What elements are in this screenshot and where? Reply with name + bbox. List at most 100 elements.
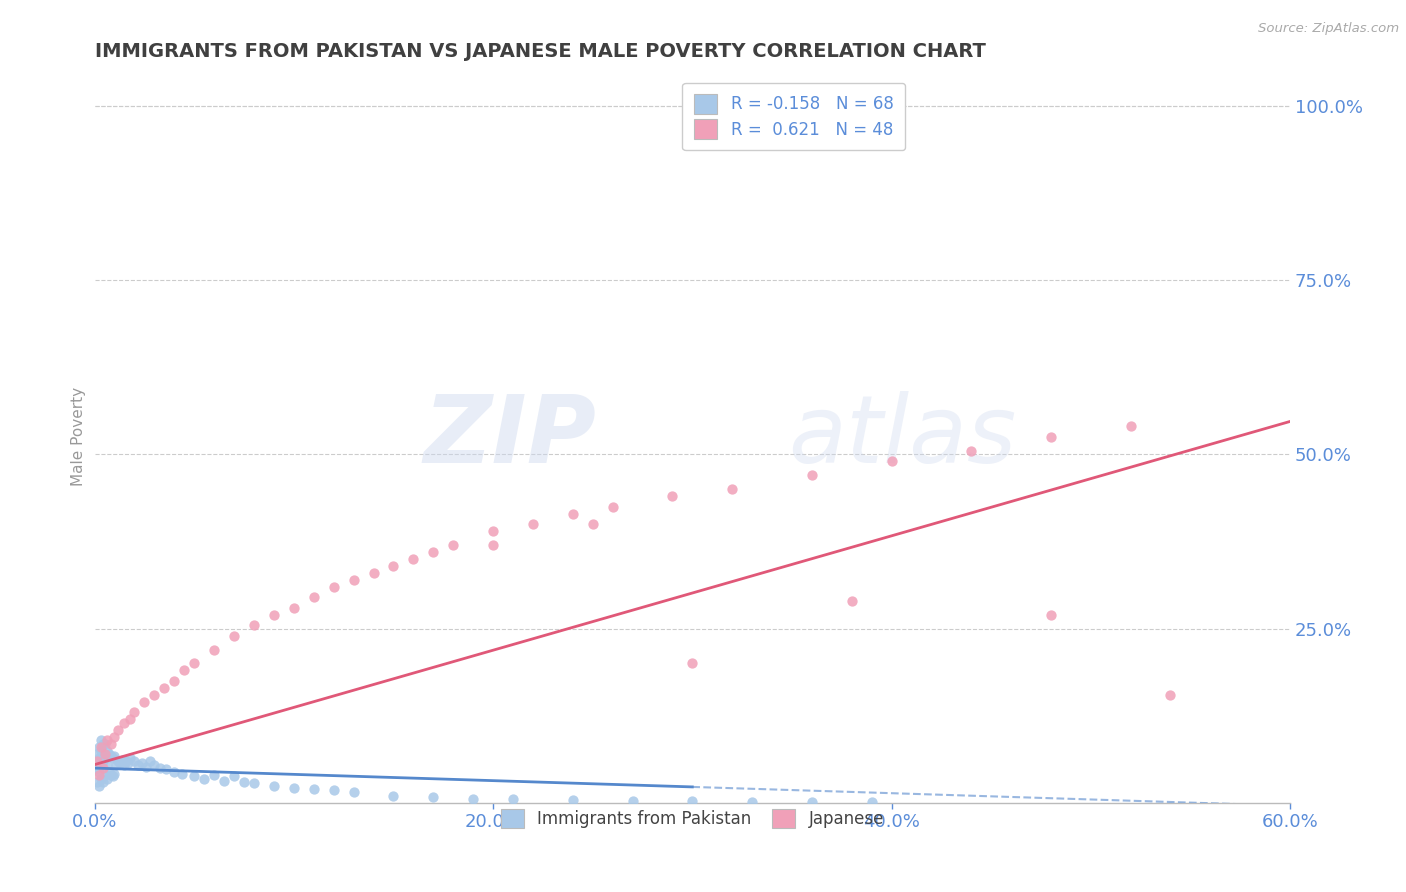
Point (93, 737, 115, 751)
Point (139, 754, 162, 768)
Point (155, 763, 177, 777)
Point (103, 730, 125, 744)
Point (741, 795, 763, 809)
Point (91, 737, 114, 751)
Point (103, 766, 125, 780)
Point (561, 507, 583, 521)
Point (342, 573, 364, 587)
Point (193, 772, 215, 786)
Point (322, 580, 344, 594)
Point (522, 516, 544, 531)
Point (86, 761, 108, 775)
Legend: Immigrants from Pakistan, Japanese: Immigrants from Pakistan, Japanese (494, 802, 890, 835)
Point (1039, 607, 1062, 622)
Point (134, 695, 156, 709)
Point (115, 754, 138, 768)
Point (681, 794, 703, 808)
Point (342, 785, 364, 799)
Point (101, 750, 124, 764)
Text: IMMIGRANTS FROM PAKISTAN VS JAPANESE MALE POVERTY CORRELATION CHART: IMMIGRANTS FROM PAKISTAN VS JAPANESE MAL… (94, 42, 986, 61)
Point (860, 795, 883, 809)
Point (382, 558, 405, 573)
Point (243, 776, 266, 790)
Point (202, 642, 225, 657)
Point (602, 500, 624, 514)
Point (463, 791, 485, 805)
Point (402, 552, 425, 566)
Point (363, 566, 385, 580)
Point (163, 673, 186, 688)
Text: ZIP: ZIP (423, 391, 596, 483)
Y-axis label: Male Poverty: Male Poverty (72, 387, 86, 486)
Point (661, 489, 683, 503)
Point (212, 773, 235, 788)
Point (1039, 430, 1062, 444)
Point (243, 618, 266, 632)
Point (86, 775, 108, 789)
Point (172, 766, 194, 780)
Point (90, 744, 112, 758)
Point (114, 757, 136, 772)
Point (90, 772, 112, 786)
Point (441, 538, 464, 552)
Point (1119, 419, 1142, 434)
Point (100, 768, 122, 782)
Text: Source: ZipAtlas.com: Source: ZipAtlas.com (1258, 22, 1399, 36)
Point (561, 793, 583, 807)
Point (283, 600, 305, 615)
Point (120, 712, 142, 726)
Point (93, 747, 115, 761)
Point (117, 756, 139, 770)
Point (582, 516, 605, 531)
Point (222, 629, 245, 643)
Point (96, 744, 118, 758)
Point (87, 779, 110, 793)
Point (87, 764, 110, 779)
Point (90, 733, 112, 747)
Point (202, 768, 225, 782)
Point (103, 748, 125, 763)
Point (143, 757, 166, 772)
Point (143, 688, 166, 702)
Point (93, 768, 115, 782)
Point (124, 754, 146, 768)
Point (222, 769, 245, 783)
Point (105, 757, 128, 772)
Point (880, 454, 903, 468)
Point (100, 737, 122, 751)
Point (422, 790, 444, 805)
Point (800, 795, 823, 809)
Point (90, 757, 112, 772)
Point (97, 764, 120, 779)
Point (91, 761, 114, 775)
Point (482, 524, 505, 538)
Point (110, 756, 132, 770)
Point (86, 747, 108, 761)
Point (382, 789, 405, 803)
Point (263, 779, 285, 793)
Point (163, 764, 186, 779)
Point (183, 769, 205, 783)
Point (721, 482, 744, 496)
Point (127, 757, 149, 772)
Point (153, 681, 176, 695)
Point (87, 750, 110, 764)
Point (1159, 688, 1181, 702)
Point (101, 769, 124, 783)
Point (90, 740, 112, 755)
Point (96, 757, 118, 772)
Point (87, 740, 110, 755)
Point (96, 733, 118, 747)
Point (131, 756, 153, 770)
Point (482, 538, 505, 552)
Point (502, 792, 524, 806)
Point (107, 754, 129, 768)
Point (91, 775, 114, 789)
Point (183, 657, 205, 671)
Point (283, 780, 305, 795)
Point (111, 753, 134, 767)
Point (263, 607, 285, 622)
Point (100, 748, 122, 763)
Point (135, 760, 157, 774)
Point (681, 657, 703, 671)
